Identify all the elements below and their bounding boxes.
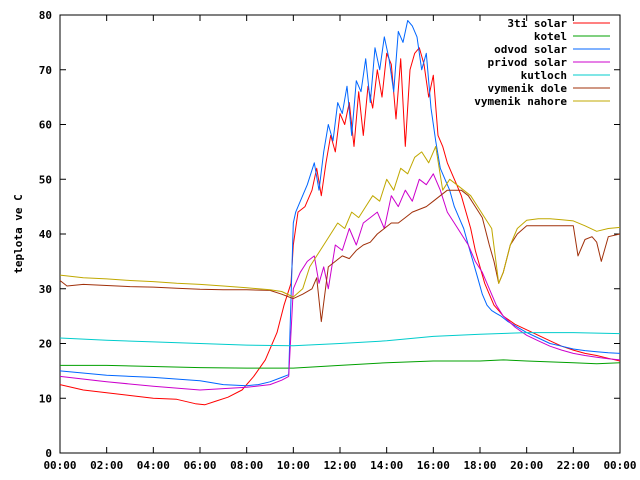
x-tick-label: 20:00 — [510, 459, 543, 472]
legend-label: odvod solar — [494, 43, 567, 56]
x-tick-label: 02:00 — [90, 459, 123, 472]
legend-label: privod solar — [488, 56, 568, 69]
legend-label: kotel — [534, 30, 567, 43]
x-tick-label: 04:00 — [137, 459, 170, 472]
x-tick-label: 16:00 — [417, 459, 450, 472]
x-tick-label: 00:00 — [43, 459, 76, 472]
y-axis-ticks: 0 10 20 30 40 50 60 70 80 — [39, 9, 620, 460]
legend-label: vymenik nahore — [474, 95, 567, 108]
y-tick-label: 0 — [45, 447, 52, 460]
series-line-privod-solar — [59, 173, 621, 391]
x-tick-label: 08:00 — [230, 459, 263, 472]
y-tick-label: 30 — [39, 283, 52, 296]
series-line-odvod-solar — [59, 20, 621, 387]
legend-label: vymenik dole — [488, 82, 568, 95]
legend-label: 3ti solar — [507, 17, 567, 30]
series-line-3ti-solar — [59, 47, 621, 406]
y-tick-label: 50 — [39, 173, 52, 186]
x-tick-label: 18:00 — [463, 459, 496, 472]
x-tick-label: 14:00 — [370, 459, 403, 472]
x-tick-label: 22:00 — [557, 459, 590, 472]
legend-label: kutloch — [521, 69, 567, 82]
series-line-kotel — [60, 359, 621, 369]
x-tick-label: 12:00 — [323, 459, 356, 472]
y-tick-label: 20 — [39, 338, 52, 351]
y-tick-label: 10 — [39, 392, 52, 405]
y-tick-label: 60 — [39, 119, 52, 132]
x-tick-label: 00:00 — [603, 459, 636, 472]
y-tick-label: 70 — [39, 64, 52, 77]
series-line-vymenik-dole — [59, 189, 621, 323]
y-tick-label: 40 — [39, 228, 52, 241]
x-tick-label: 06:00 — [183, 459, 216, 472]
series-lines — [59, 20, 621, 406]
series-line-vymenik-nahore — [59, 145, 621, 298]
y-axis-label: teplota ve C — [12, 194, 25, 273]
series-line-kutloch — [59, 332, 621, 347]
y-tick-label: 80 — [39, 9, 52, 22]
x-tick-label: 10:00 — [277, 459, 310, 472]
x-axis-ticks: 00:00 02:00 04:00 06:00 08:00 10:00 12:00 14:00… — [43, 15, 637, 472]
